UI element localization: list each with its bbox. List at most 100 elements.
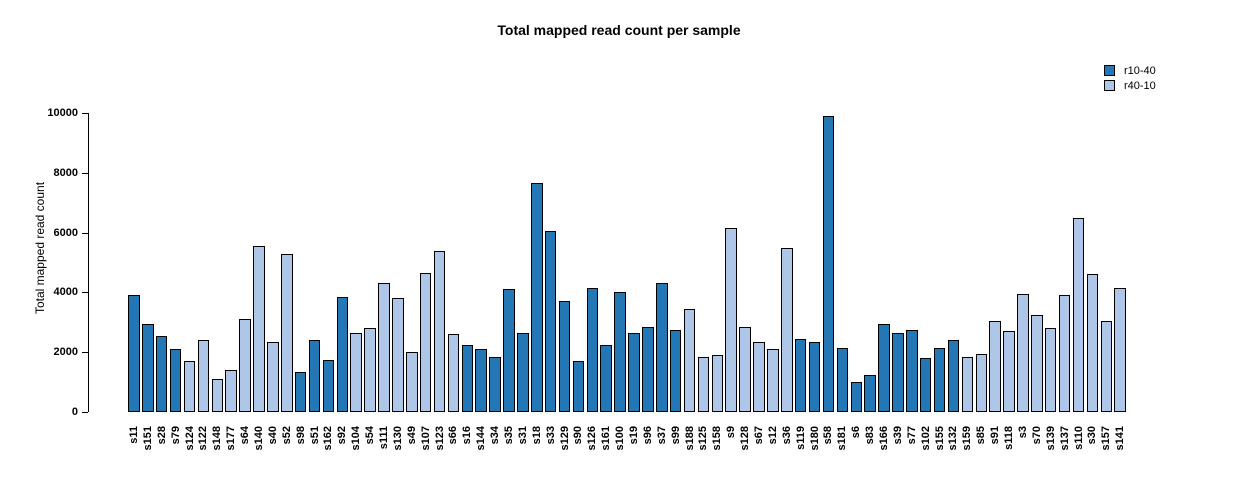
x-tick-label: s155 [933, 426, 946, 451]
x-tick-label: s177 [225, 426, 238, 451]
bar [155, 336, 168, 412]
x-label-slot: s70 [1031, 426, 1043, 496]
bar [989, 321, 1001, 412]
bar [517, 333, 529, 412]
bar [225, 370, 237, 412]
x-label-slot: s180 [809, 426, 821, 496]
x-label-slot: s122 [197, 426, 209, 496]
bar [864, 375, 876, 412]
bar [392, 298, 404, 412]
bar [544, 231, 557, 412]
x-label-slot: s166 [878, 426, 890, 496]
chart-title: Total mapped read count per sample [497, 22, 741, 38]
legend-label: r40-10 [1124, 79, 1156, 92]
bar [280, 254, 293, 412]
x-tick-label: s137 [1058, 426, 1071, 451]
x-label-slot: s58 [822, 426, 834, 496]
x-label-slot: s16 [461, 426, 473, 496]
bar [1114, 288, 1126, 412]
bar [197, 340, 210, 412]
x-tick-label: s11 [127, 426, 140, 444]
y-tick-label: 2000 [53, 346, 78, 359]
x-tick-label: s49 [405, 426, 418, 445]
x-tick-label: s181 [836, 426, 849, 451]
bar [1017, 294, 1029, 412]
x-label-slot: s148 [211, 426, 223, 496]
x-label-slot: s132 [947, 426, 960, 496]
x-tick-label: s34 [489, 426, 502, 445]
bar [336, 297, 349, 412]
bar [1044, 328, 1057, 412]
x-tick-label: s3 [1016, 426, 1029, 439]
x-label-slot: s102 [920, 426, 932, 496]
bar [142, 324, 154, 412]
bar [919, 358, 932, 412]
x-tick-label: s125 [697, 426, 710, 451]
bar [656, 283, 668, 412]
x-label-slot: s130 [392, 426, 404, 496]
x-tick-label: s92 [336, 426, 349, 445]
bar [308, 340, 321, 412]
x-label-slot: s18 [531, 426, 543, 496]
x-tick-label: s104 [350, 426, 363, 451]
x-tick-label: s54 [364, 426, 377, 445]
x-tick-label: s130 [391, 426, 404, 451]
x-label-slot: s139 [1045, 426, 1057, 496]
bar [794, 339, 807, 412]
x-tick-label: s132 [947, 426, 960, 451]
x-tick-label: s90 [572, 426, 585, 445]
x-tick-label: s144 [475, 426, 488, 451]
x-tick-label: s9 [725, 426, 738, 439]
x-tick-label: s151 [141, 426, 154, 451]
x-tick-label: s40 [266, 426, 279, 445]
x-label-slot: s28 [156, 426, 168, 496]
x-tick-label: s129 [558, 426, 571, 451]
bar [447, 334, 460, 412]
x-label-slot: s128 [739, 426, 751, 496]
legend-swatch [1104, 65, 1115, 76]
bar [697, 357, 710, 412]
y-axis-line [88, 113, 89, 412]
y-tick-mark [82, 412, 88, 413]
bar [322, 360, 335, 412]
bar [1086, 274, 1099, 412]
y-tick-label: 6000 [53, 226, 78, 239]
x-label-slot: s140 [253, 426, 265, 496]
bar [572, 361, 585, 412]
bar [1003, 331, 1015, 412]
x-tick-label: s36 [780, 426, 793, 445]
x-label-slot: s64 [239, 426, 251, 496]
x-tick-label: s64 [239, 426, 252, 445]
x-label-slot: s161 [600, 426, 612, 496]
x-label-slot: s31 [517, 426, 529, 496]
x-label-slot: s159 [961, 426, 973, 496]
x-tick-label: s85 [975, 426, 988, 445]
x-tick-label: s166 [878, 426, 891, 451]
legend-label: r10-40 [1124, 64, 1156, 77]
x-label-slot: s96 [642, 426, 654, 496]
x-tick-label: s118 [1003, 426, 1016, 450]
x-label-slot: s98 [295, 426, 307, 496]
bar [614, 292, 626, 412]
x-label-slot: s155 [934, 426, 946, 496]
x-label-slot: s37 [656, 426, 668, 496]
bar [906, 330, 918, 412]
x-label-slot: s49 [406, 426, 418, 496]
bar [933, 348, 946, 412]
x-label-slot: s129 [559, 426, 571, 496]
x-label-slot: s100 [614, 426, 626, 496]
x-tick-label: s157 [1100, 426, 1113, 451]
x-tick-label: s140 [252, 426, 265, 451]
x-tick-label: s98 [294, 426, 307, 445]
y-tick-label: 8000 [53, 166, 78, 179]
x-label-slot: s123 [434, 426, 446, 496]
bar [253, 246, 265, 412]
x-label-slot: s34 [489, 426, 501, 496]
x-label-slot: s188 [684, 426, 696, 496]
bar [461, 345, 474, 412]
bar [503, 289, 515, 412]
bar [1058, 295, 1071, 412]
x-label-slot: s77 [906, 426, 918, 496]
x-label-slot: s110 [1073, 426, 1085, 496]
